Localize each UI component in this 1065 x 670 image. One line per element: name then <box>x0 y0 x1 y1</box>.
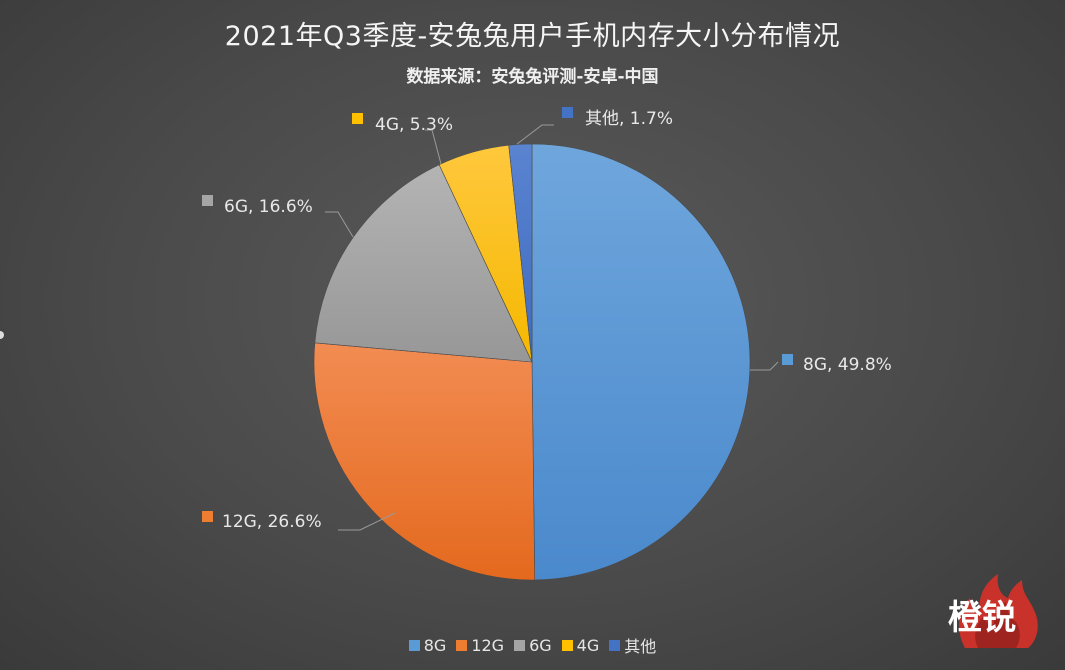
flame-logo-icon <box>958 574 1038 648</box>
pie-slice-8g <box>531 143 751 581</box>
legend-item-8g: 8G <box>408 633 446 657</box>
leader-line-12g <box>338 512 396 531</box>
data-label-6g: 6G, 16.6% <box>202 195 313 217</box>
leader-line-other <box>516 124 554 145</box>
leader-line-8g <box>750 361 779 371</box>
legend-swatch <box>408 639 420 651</box>
legend-item-other: 其他 <box>609 633 656 657</box>
chart-subtitle: 数据来源：安兔兔评测-安卓-中国 <box>406 67 659 87</box>
svg-text:6G, 16.6%: 6G, 16.6% <box>224 197 313 217</box>
data-label-4g: 4G, 5.3% <box>352 113 453 135</box>
data-label-12g: 12G, 26.6% <box>202 511 322 532</box>
leader-line-4g <box>425 129 442 165</box>
legend-swatch <box>456 639 468 651</box>
data-label-8g: 8G, 49.8% <box>782 354 892 375</box>
chart-title: 2021年Q3季度-安兔兔用户手机内存大小分布情况 <box>224 21 841 52</box>
legend-item-12g: 12G <box>456 633 504 657</box>
svg-text:8G, 49.8%: 8G, 49.8% <box>803 355 892 375</box>
legend-swatch <box>514 639 526 651</box>
watermark-text: 橙锐 <box>948 598 1016 638</box>
svg-text:其他, 1.7%: 其他, 1.7% <box>585 109 673 129</box>
svg-text:12G, 26.6%: 12G, 26.6% <box>222 512 322 532</box>
leader-line-6g <box>325 211 354 238</box>
data-label-other: 其他, 1.7% <box>562 107 673 129</box>
pie-slice-12g <box>313 342 536 581</box>
legend-item-4g: 4G <box>561 633 599 657</box>
pie-slice-6g <box>314 164 533 363</box>
chart-legend: 8G 12G 6G 4G 其他 <box>0 633 1065 657</box>
svg-text:4G, 5.3%: 4G, 5.3% <box>375 115 453 135</box>
legend-swatch <box>609 639 621 651</box>
edge-marker <box>0 331 4 339</box>
legend-item-6g: 6G <box>514 633 552 657</box>
pie-slice-other <box>508 143 533 363</box>
legend-swatch <box>561 639 573 651</box>
